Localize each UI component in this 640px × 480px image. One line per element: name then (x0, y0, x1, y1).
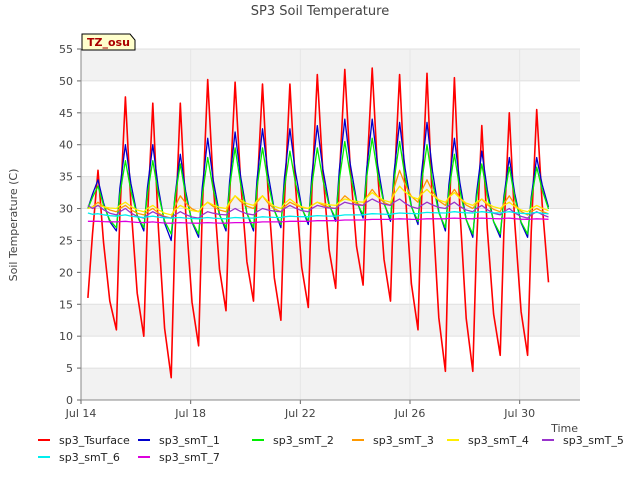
x-tick-label: Jul 30 (503, 407, 535, 420)
y-tick-label: 25 (59, 234, 73, 247)
series-line-sp3_smT_6 (87, 211, 549, 220)
tz-badge: TZ_osu (81, 33, 136, 51)
legend-item-sp3_smT_1: sp3_smT_1 (138, 434, 220, 447)
tz-badge-box (81, 33, 136, 51)
grid-band (81, 368, 580, 400)
y-tick-label: 20 (59, 266, 73, 279)
y-tick-label: 30 (59, 203, 73, 216)
series-line-sp3_smT_5 (87, 198, 549, 219)
legend: sp3_Tsurface sp3_smT_1 sp3_smT_2 sp3_smT_3 s… (38, 434, 624, 464)
legend-label: sp3_smT_6 (59, 451, 120, 464)
legend-label: sp3_smT_5 (563, 434, 624, 447)
series-line-sp3_Tsurface (87, 67, 550, 379)
x-tick-label: Jul 22 (284, 407, 316, 420)
axes: 0 5 10 15 20 25 30 35 40 45 50 55 Jul 14 Jul 18 Jul 22… (59, 43, 580, 420)
y-tick-label: 5 (66, 362, 73, 375)
legend-item-sp3_smT_5: sp3_smT_5 (542, 434, 624, 447)
series-line-sp3_smT_7 (87, 217, 549, 224)
grid-band (81, 112, 580, 145)
legend-label: sp3_smT_1 (159, 434, 220, 447)
x-tick-label: Jul 18 (174, 407, 206, 420)
series-lines (87, 67, 550, 379)
legend-label: sp3_smT_2 (273, 434, 334, 447)
legend-item-sp3_smT_2: sp3_smT_2 (252, 434, 334, 447)
legend-item-sp3_smT_6: sp3_smT_6 (38, 451, 120, 464)
x-tick-label: Jul 14 (65, 407, 97, 420)
legend-label: sp3_smT_4 (468, 434, 529, 447)
series-line-sp3_smT_2 (87, 137, 550, 235)
y-tick-label: 35 (59, 171, 73, 184)
chart-title: SP3 Soil Temperature (251, 4, 389, 19)
grid-band (81, 304, 580, 337)
y-tick-label: 40 (59, 139, 73, 152)
legend-label: sp3_Tsurface (59, 434, 130, 447)
tz-badge-label: TZ_osu (87, 36, 130, 49)
grid-band (81, 176, 580, 209)
grid-band (81, 49, 580, 81)
legend-item-sp3_smT_3: sp3_smT_3 (352, 434, 434, 447)
x-axis-title: Time (550, 422, 578, 435)
y-tick-label: 10 (59, 330, 73, 343)
y-tick-label: 0 (66, 394, 73, 407)
legend-item-sp3_smT_4: sp3_smT_4 (447, 434, 529, 447)
y-tick-label: 45 (59, 107, 73, 120)
background-bands (81, 49, 580, 400)
legend-label: sp3_smT_7 (159, 451, 220, 464)
plot-area (81, 49, 580, 400)
y-axis-title: Soil Temperature (C) (7, 169, 20, 282)
legend-label: sp3_smT_3 (373, 434, 434, 447)
y-tick-label: 15 (59, 298, 73, 311)
y-tick-label: 55 (59, 43, 73, 56)
legend-item-sp3_smT_7: sp3_smT_7 (138, 451, 220, 464)
y-tick-label: 50 (59, 75, 73, 88)
x-tick-label: Jul 26 (394, 407, 426, 420)
series-line-sp3_smT_4 (87, 185, 549, 216)
legend-item-sp3_Tsurface: sp3_Tsurface (38, 434, 130, 447)
